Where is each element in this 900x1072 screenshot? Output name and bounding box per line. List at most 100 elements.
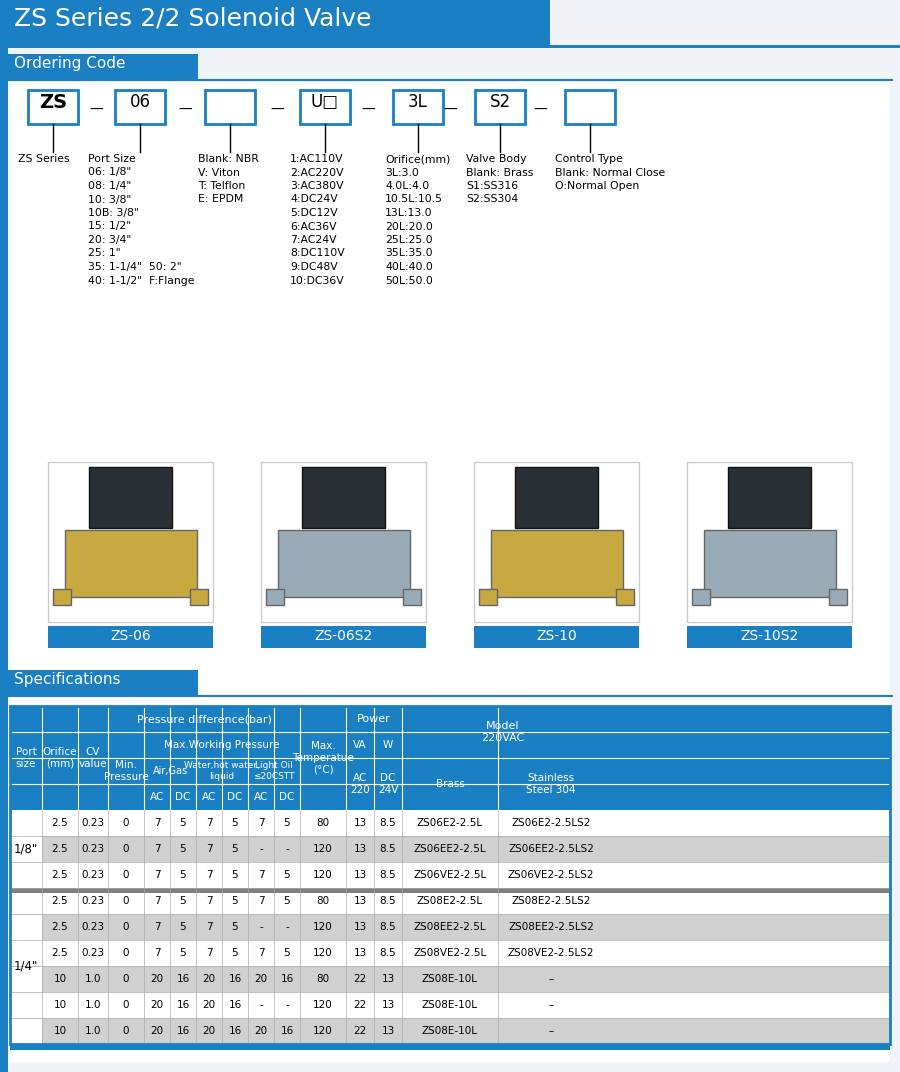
Text: 120: 120 [313,1000,333,1010]
Text: 2.5: 2.5 [51,818,68,828]
Text: —: — [361,103,375,117]
Text: 7: 7 [154,844,160,854]
Text: Port
size: Port size [15,747,36,769]
Bar [10,810,42,888]
Text: 10: 10 [53,1000,67,1010]
Text: -: - [259,922,263,932]
Text: VA: VA [353,740,367,750]
Text: 20: 20 [150,1026,164,1036]
Text: ZS08EE2-2.5L: ZS08EE2-2.5L [414,922,486,932]
Text: 80: 80 [317,818,329,828]
Text: 8.5: 8.5 [380,896,396,906]
Text: 13: 13 [354,948,366,958]
Bar [11,706,41,809]
Text: 3L: 3L [408,93,427,111]
Text: 0.23: 0.23 [81,844,104,854]
Bar [65,530,196,597]
Text: ZS06E2-2.5LS2: ZS06E2-2.5LS2 [511,818,590,828]
Text: 7: 7 [206,844,212,854]
Text: Valve Body: Valve Body [466,154,526,164]
Bar [374,732,401,758]
Text: 0: 0 [122,870,130,880]
Text: 10: 10 [53,974,67,984]
Text: 2.5: 2.5 [51,870,68,880]
Text: Model
220VAC: Model 220VAC [482,721,525,743]
Text: Light Oil
≤20CSTT: Light Oil ≤20CSTT [253,761,295,780]
Text: —: — [90,103,104,117]
Text: —: — [443,103,457,117]
Text: S1:SS316: S1:SS316 [466,181,518,191]
Bar [10,888,42,1044]
Bar [10,888,890,893]
Text: 0: 0 [122,1026,130,1036]
Bar [10,836,890,862]
Text: ZS-10: ZS-10 [536,629,577,643]
Text: 10: 10 [53,1026,67,1036]
Bar [687,462,852,622]
Text: E: EPDM: E: EPDM [198,194,243,205]
Text: 20: 20 [255,1026,267,1036]
Bar [10,888,890,914]
Text: 5: 5 [231,844,239,854]
Text: 13: 13 [382,1026,394,1036]
Text: 120: 120 [313,948,333,958]
Text: 8.5: 8.5 [380,922,396,932]
Text: 4.0L:4.0: 4.0L:4.0 [385,181,429,191]
Text: 13: 13 [354,896,366,906]
Bar [222,785,248,809]
Bar [89,467,172,527]
Text: ZS08VE2-2.5L: ZS08VE2-2.5L [413,948,487,958]
Text: 10: 3/8": 10: 3/8" [88,194,131,205]
Text: AC: AC [254,792,268,802]
Bar [190,589,208,605]
Text: 08: 1/4": 08: 1/4" [88,181,131,191]
Text: 5: 5 [284,948,291,958]
Text: 0.23: 0.23 [81,922,104,932]
Bar [261,462,426,622]
Text: 0.23: 0.23 [81,948,104,958]
Bar [474,626,639,647]
Text: 25: 1": 25: 1" [88,249,121,258]
Bar [474,462,639,622]
Text: DC: DC [279,792,294,802]
Bar [145,785,169,809]
Text: 1.0: 1.0 [85,1026,101,1036]
Text: 0: 0 [122,922,130,932]
Text: -: - [285,922,289,932]
Bar [170,785,195,809]
Text: Blank: Normal Close: Blank: Normal Close [555,167,665,178]
Text: 20: 3/4": 20: 3/4" [88,235,131,245]
Text: 20: 20 [202,1000,216,1010]
Text: 7: 7 [257,818,265,828]
Text: Brass: Brass [436,779,464,789]
Text: ZS-06S2: ZS-06S2 [314,629,373,643]
Text: 5: 5 [180,844,186,854]
Text: ZS08E-10L: ZS08E-10L [422,974,478,984]
Text: 16: 16 [229,1026,241,1036]
Bar [515,467,598,527]
Text: 1:AC110V: 1:AC110V [290,154,344,164]
Text: 40L:40.0: 40L:40.0 [385,262,433,272]
Bar [0,0,550,45]
Text: 7: 7 [154,948,160,958]
Text: ZS06EE2-2.5LS2: ZS06EE2-2.5LS2 [508,844,594,854]
Bar [10,862,890,888]
Text: 20: 20 [150,1000,164,1010]
Text: CV
value: CV value [79,747,107,769]
Text: 5: 5 [231,870,239,880]
Text: 7:AC24V: 7:AC24V [290,235,337,245]
Bar [8,54,198,80]
Text: Stainless
Steel 304: Stainless Steel 304 [526,773,576,794]
Text: –: – [548,974,554,984]
Text: 16: 16 [229,1000,241,1010]
Bar [266,589,284,605]
Bar [499,759,604,809]
Text: 120: 120 [313,1026,333,1036]
Text: -: - [285,1000,289,1010]
Text: 8.5: 8.5 [380,948,396,958]
Bar [829,589,847,605]
Bar [403,589,421,605]
Text: S2:SS304: S2:SS304 [466,194,518,205]
Text: AC
220: AC 220 [350,773,370,794]
Text: O:Normal Open: O:Normal Open [555,181,639,191]
